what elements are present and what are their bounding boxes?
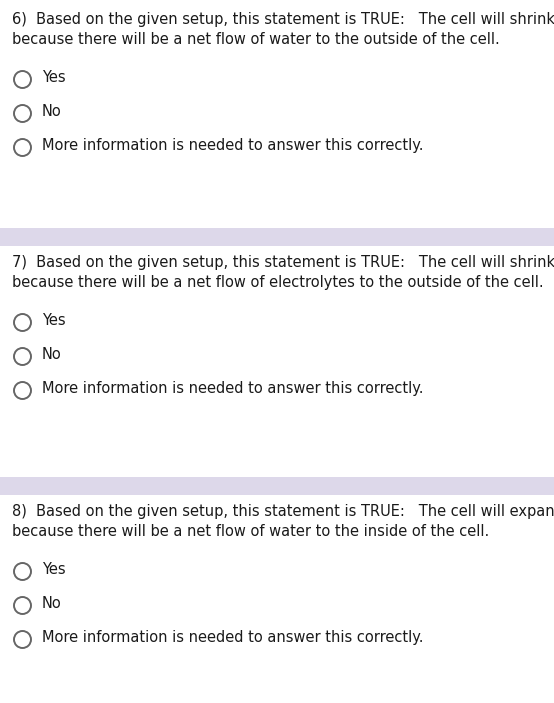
Text: 6)  Based on the given setup, this statement is TRUE:   The cell will shrink: 6) Based on the given setup, this statem… — [12, 12, 554, 27]
Text: More information is needed to answer this correctly.: More information is needed to answer thi… — [42, 630, 423, 645]
Text: No: No — [42, 596, 61, 611]
Text: More information is needed to answer this correctly.: More information is needed to answer thi… — [42, 138, 423, 153]
Text: because there will be a net flow of electrolytes to the outside of the cell.: because there will be a net flow of elec… — [12, 275, 543, 290]
Circle shape — [14, 139, 31, 156]
Circle shape — [14, 631, 31, 648]
Text: More information is needed to answer this correctly.: More information is needed to answer thi… — [42, 381, 423, 396]
Circle shape — [14, 597, 31, 614]
Text: No: No — [42, 104, 61, 119]
Circle shape — [14, 382, 31, 399]
Bar — [0, 228, 554, 246]
Circle shape — [14, 314, 31, 331]
Text: No: No — [42, 347, 61, 362]
Text: Yes: Yes — [42, 562, 65, 577]
Text: Yes: Yes — [42, 70, 65, 85]
Text: 7)  Based on the given setup, this statement is TRUE:   The cell will shrink: 7) Based on the given setup, this statem… — [12, 255, 554, 270]
Text: because there will be a net flow of water to the inside of the cell.: because there will be a net flow of wate… — [12, 524, 489, 539]
Circle shape — [14, 563, 31, 580]
Text: because there will be a net flow of water to the outside of the cell.: because there will be a net flow of wate… — [12, 32, 500, 47]
Text: Yes: Yes — [42, 313, 65, 328]
Circle shape — [14, 348, 31, 365]
Text: 8)  Based on the given setup, this statement is TRUE:   The cell will expand: 8) Based on the given setup, this statem… — [12, 504, 554, 519]
Bar — [0, 477, 554, 495]
Circle shape — [14, 71, 31, 88]
Circle shape — [14, 105, 31, 122]
